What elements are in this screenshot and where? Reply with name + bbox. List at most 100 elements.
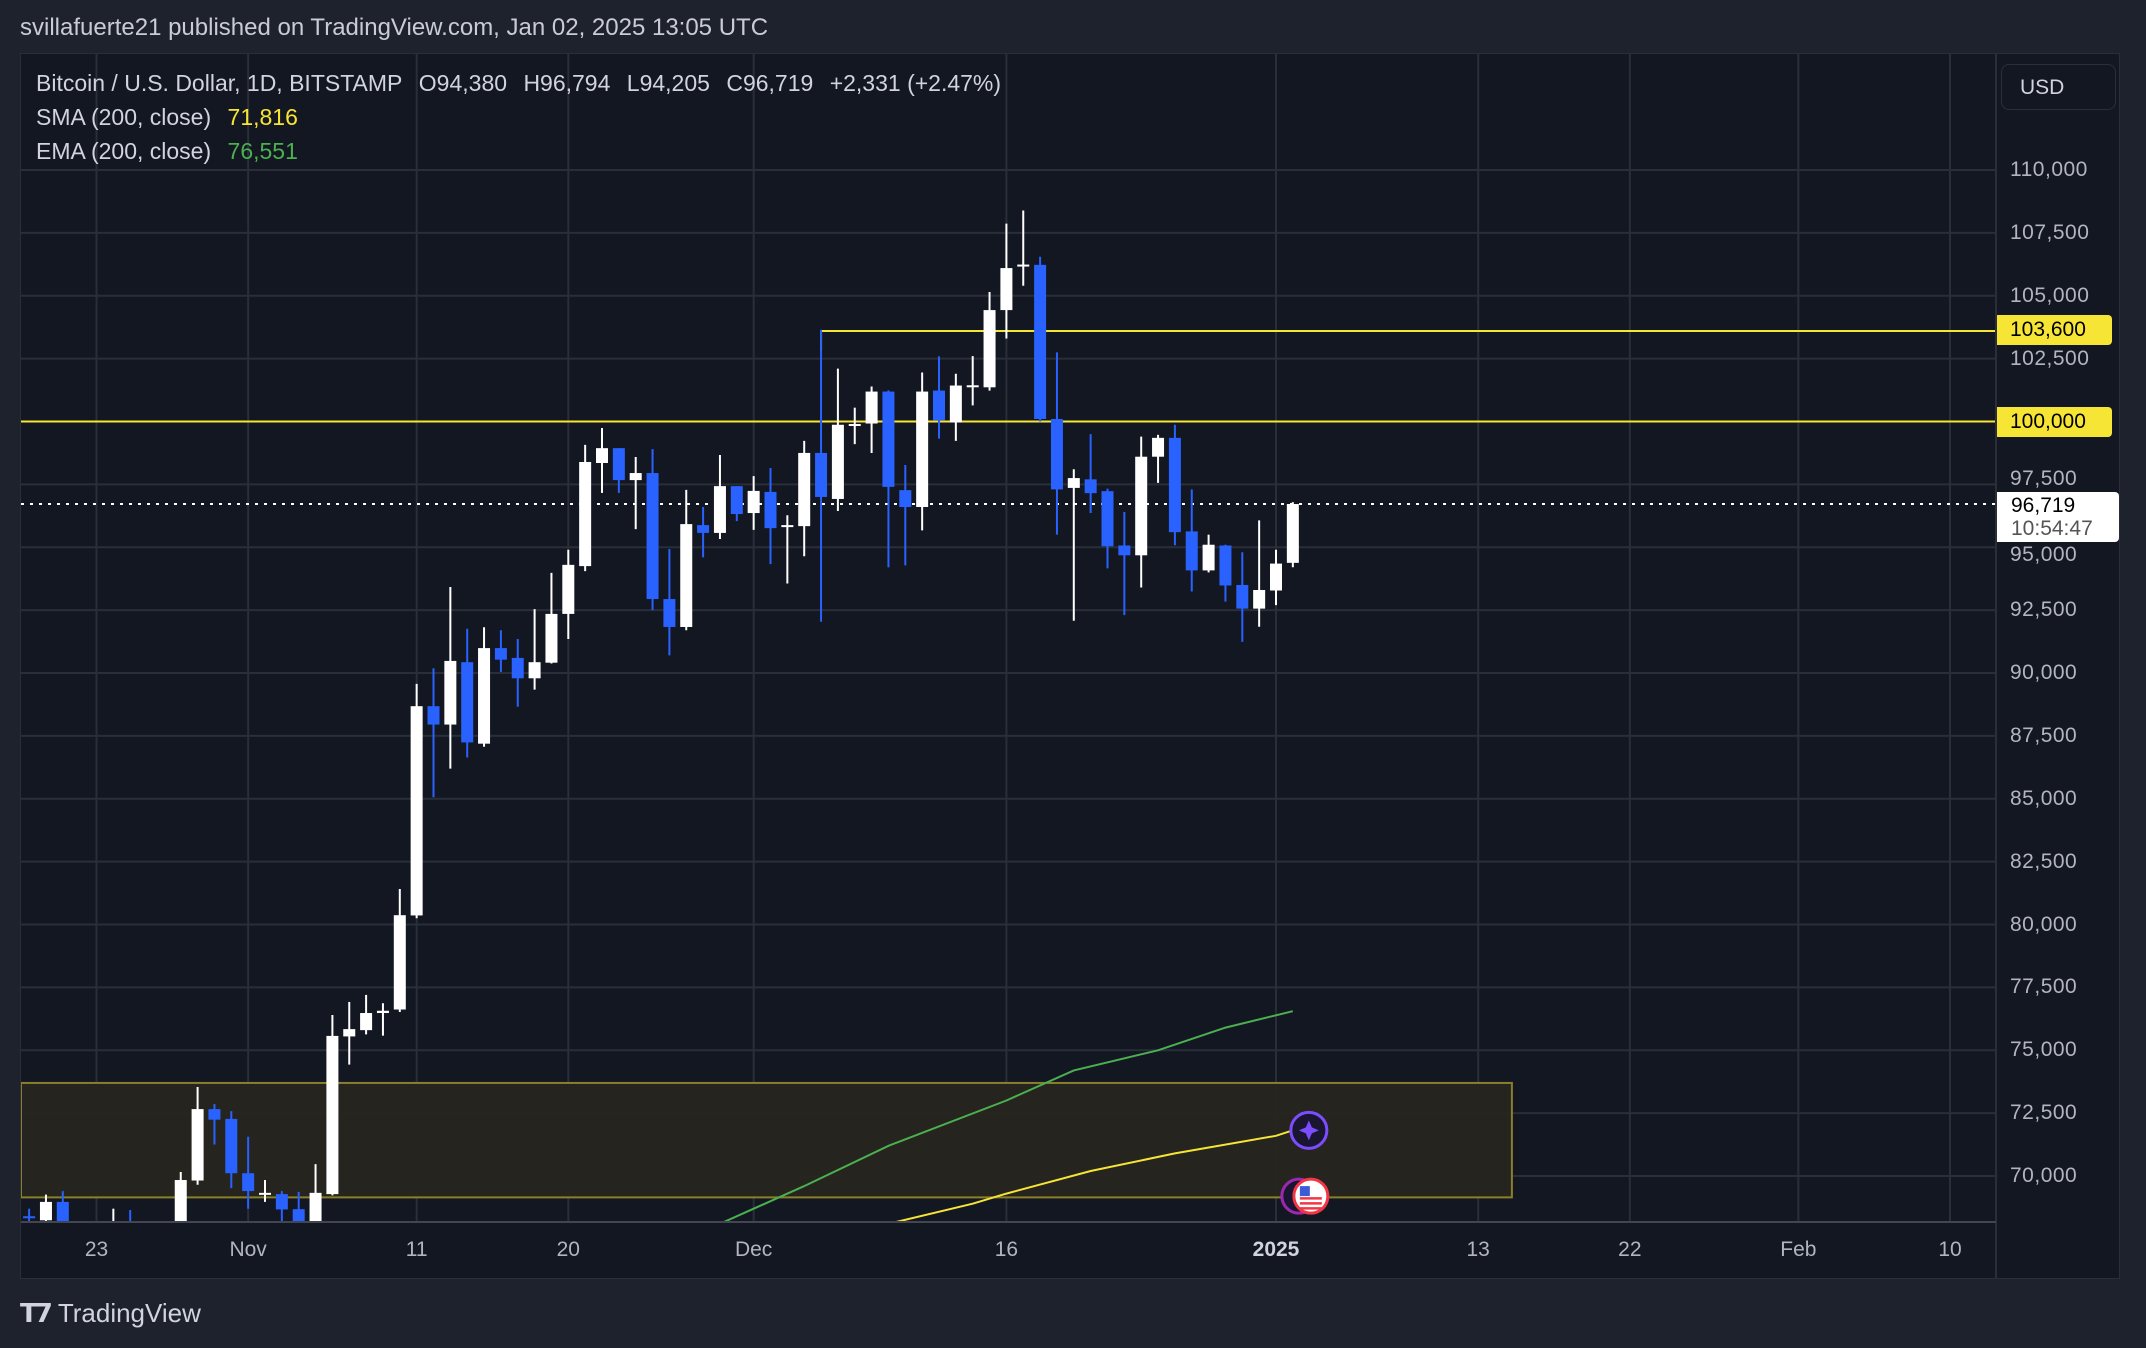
candle-body — [1185, 531, 1198, 571]
tradingview-logo-icon: 𝗧𝟳 — [20, 1298, 53, 1328]
candle-2024-11-27 — [680, 489, 693, 631]
candle-2024-12-31 — [1253, 520, 1266, 627]
candle-2024-11-02 — [259, 1180, 271, 1202]
candle-2024-11-28 — [697, 507, 710, 558]
ohlc-close: C96,719 — [726, 70, 814, 96]
candle-2024-10-30 — [208, 1104, 221, 1145]
candle-body — [848, 424, 861, 427]
bar-countdown: 10:54:47 — [2011, 517, 2093, 540]
candle-2024-10-24 — [107, 1208, 120, 1222]
symbol-name: Bitcoin / U.S. Dollar, 1D, BITSTAMP — [36, 70, 403, 96]
candle-body — [292, 1209, 305, 1222]
candle-body — [124, 1221, 137, 1222]
candle-2024-11-12 — [427, 668, 440, 798]
tradingview-footer[interactable]: 𝗧𝟳 TradingView — [20, 1298, 201, 1329]
candle-body — [393, 915, 406, 1010]
candle-2025-01-01 — [1270, 549, 1282, 606]
price-tick-label: 97,500 — [2010, 467, 2078, 490]
candle-2024-11-07 — [343, 1001, 356, 1065]
candle-2024-11-13 — [444, 586, 457, 769]
ema-legend[interactable]: EMA (200, close) 76,551 — [36, 138, 308, 165]
candle-2024-12-28 — [1202, 534, 1215, 573]
candle-2024-11-24 — [629, 456, 642, 530]
candle-2024-11-18 — [528, 609, 541, 690]
candle-body — [107, 1221, 120, 1222]
candle-2024-12-02 — [764, 468, 777, 565]
candle-body — [225, 1118, 238, 1174]
candle-body — [680, 524, 693, 627]
price-tick-label: 82,500 — [2010, 849, 2078, 873]
candle-2024-11-29 — [713, 454, 726, 539]
candle-body — [360, 1013, 373, 1031]
candle-body — [427, 706, 440, 725]
candle-2024-11-19 — [545, 572, 558, 664]
sparkle-glyph — [1298, 1120, 1319, 1141]
candle-body — [663, 599, 676, 627]
candle-body — [730, 486, 743, 515]
ohlc-high: H96,794 — [523, 70, 611, 96]
candle-2024-10-28 — [174, 1171, 187, 1222]
current-price-label: 96,719 10:54:47 — [1997, 492, 2119, 542]
candle-body — [949, 385, 962, 423]
chart-panel[interactable] — [20, 53, 2120, 1279]
candle-body — [275, 1194, 288, 1210]
candle-2024-11-23 — [612, 448, 625, 493]
price-tick-label: 85,000 — [2010, 786, 2078, 810]
candle-body — [983, 310, 996, 388]
price-tick-label: 110,000 — [2010, 158, 2088, 181]
candle-2024-10-20 — [39, 1194, 52, 1222]
candle-2024-12-15 — [983, 291, 996, 391]
grid — [21, 54, 1996, 1222]
candle-2024-12-20 — [1067, 469, 1080, 621]
candle-2024-11-16 — [494, 630, 507, 672]
candle-body — [831, 424, 844, 499]
candle-body — [1118, 545, 1131, 556]
candle-2024-12-08 — [865, 386, 878, 453]
brand-name: TradingView — [57, 1298, 201, 1328]
candle-body — [865, 391, 878, 424]
time-tick-label: 22 — [1618, 1238, 1642, 1261]
candle-2024-12-04 — [798, 440, 811, 557]
candle-body — [528, 662, 541, 679]
ohlc-change: +2,331 (+2.47%) — [829, 70, 1002, 96]
candle-2024-11-06 — [326, 1015, 339, 1196]
sma-legend[interactable]: SMA (200, close) 71,816 — [36, 104, 308, 131]
candle-2024-12-14 — [966, 356, 979, 406]
candle-body — [174, 1180, 187, 1222]
candle-body — [326, 1035, 339, 1195]
candle-2024-12-07 — [848, 407, 861, 445]
candle-body — [343, 1029, 356, 1037]
candle-body — [1286, 504, 1299, 563]
candle-2024-10-31 — [225, 1111, 238, 1189]
time-tick-label: 10 — [1938, 1238, 1962, 1261]
plot-area — [21, 210, 1996, 1222]
candle-body — [646, 473, 659, 600]
support-zone — [21, 1081, 1513, 1199]
candle-body — [1253, 590, 1266, 609]
candle-body — [697, 525, 710, 533]
candle-2024-11-25 — [646, 449, 659, 611]
candle-body — [1236, 584, 1249, 609]
symbol-legend[interactable]: Bitcoin / U.S. Dollar, 1D, BITSTAMP O94,… — [36, 70, 1011, 97]
candle-2024-12-26 — [1168, 424, 1181, 546]
candle-2024-12-05 — [815, 329, 828, 622]
sma-label: SMA (200, close) — [36, 104, 212, 130]
candle-2024-12-24 — [1135, 436, 1148, 588]
candle-body — [1034, 264, 1047, 419]
candle-body — [1270, 563, 1282, 591]
candle-2024-12-06 — [831, 368, 844, 512]
candle-2024-12-12 — [933, 356, 945, 439]
time-tick-label: Feb — [1780, 1238, 1817, 1261]
price-tick-label: 105,000 — [2010, 283, 2090, 307]
candle-body — [1017, 264, 1030, 267]
candle-body — [545, 613, 558, 663]
candle-2024-11-05 — [309, 1164, 322, 1222]
candle-body — [191, 1109, 204, 1181]
candle-body — [882, 391, 895, 487]
candle-body — [410, 706, 423, 916]
currency-button[interactable]: USD — [2001, 64, 2116, 110]
candle-body — [596, 448, 608, 463]
price-tick-label: 92,500 — [2010, 598, 2078, 622]
price-tick-label: 80,000 — [2010, 912, 2078, 936]
